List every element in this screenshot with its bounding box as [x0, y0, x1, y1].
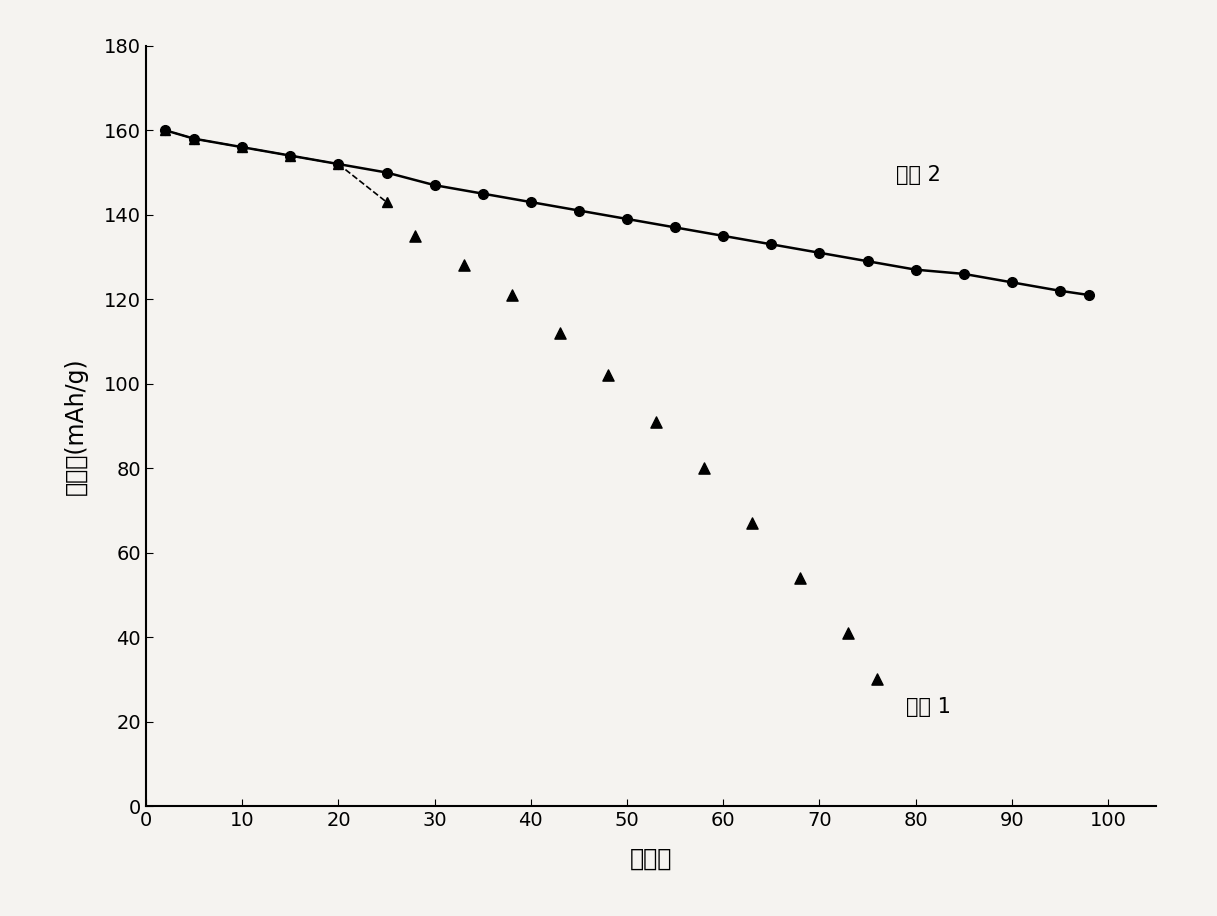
X-axis label: 循环数: 循环数: [630, 846, 672, 870]
Point: [405, 229, 425, 244]
Point: [868, 672, 887, 687]
Y-axis label: 比容量(mAh/g): 比容量(mAh/g): [63, 357, 88, 495]
Text: 试样 2: 试样 2: [897, 165, 941, 185]
Point: [598, 368, 617, 383]
Point: [791, 571, 811, 585]
Point: [454, 258, 473, 273]
Point: [646, 414, 666, 429]
Point: [694, 461, 713, 475]
Point: [742, 516, 762, 530]
Point: [501, 288, 521, 302]
Point: [839, 626, 858, 640]
Text: 试样 1: 试样 1: [905, 697, 950, 717]
Point: [550, 326, 570, 341]
